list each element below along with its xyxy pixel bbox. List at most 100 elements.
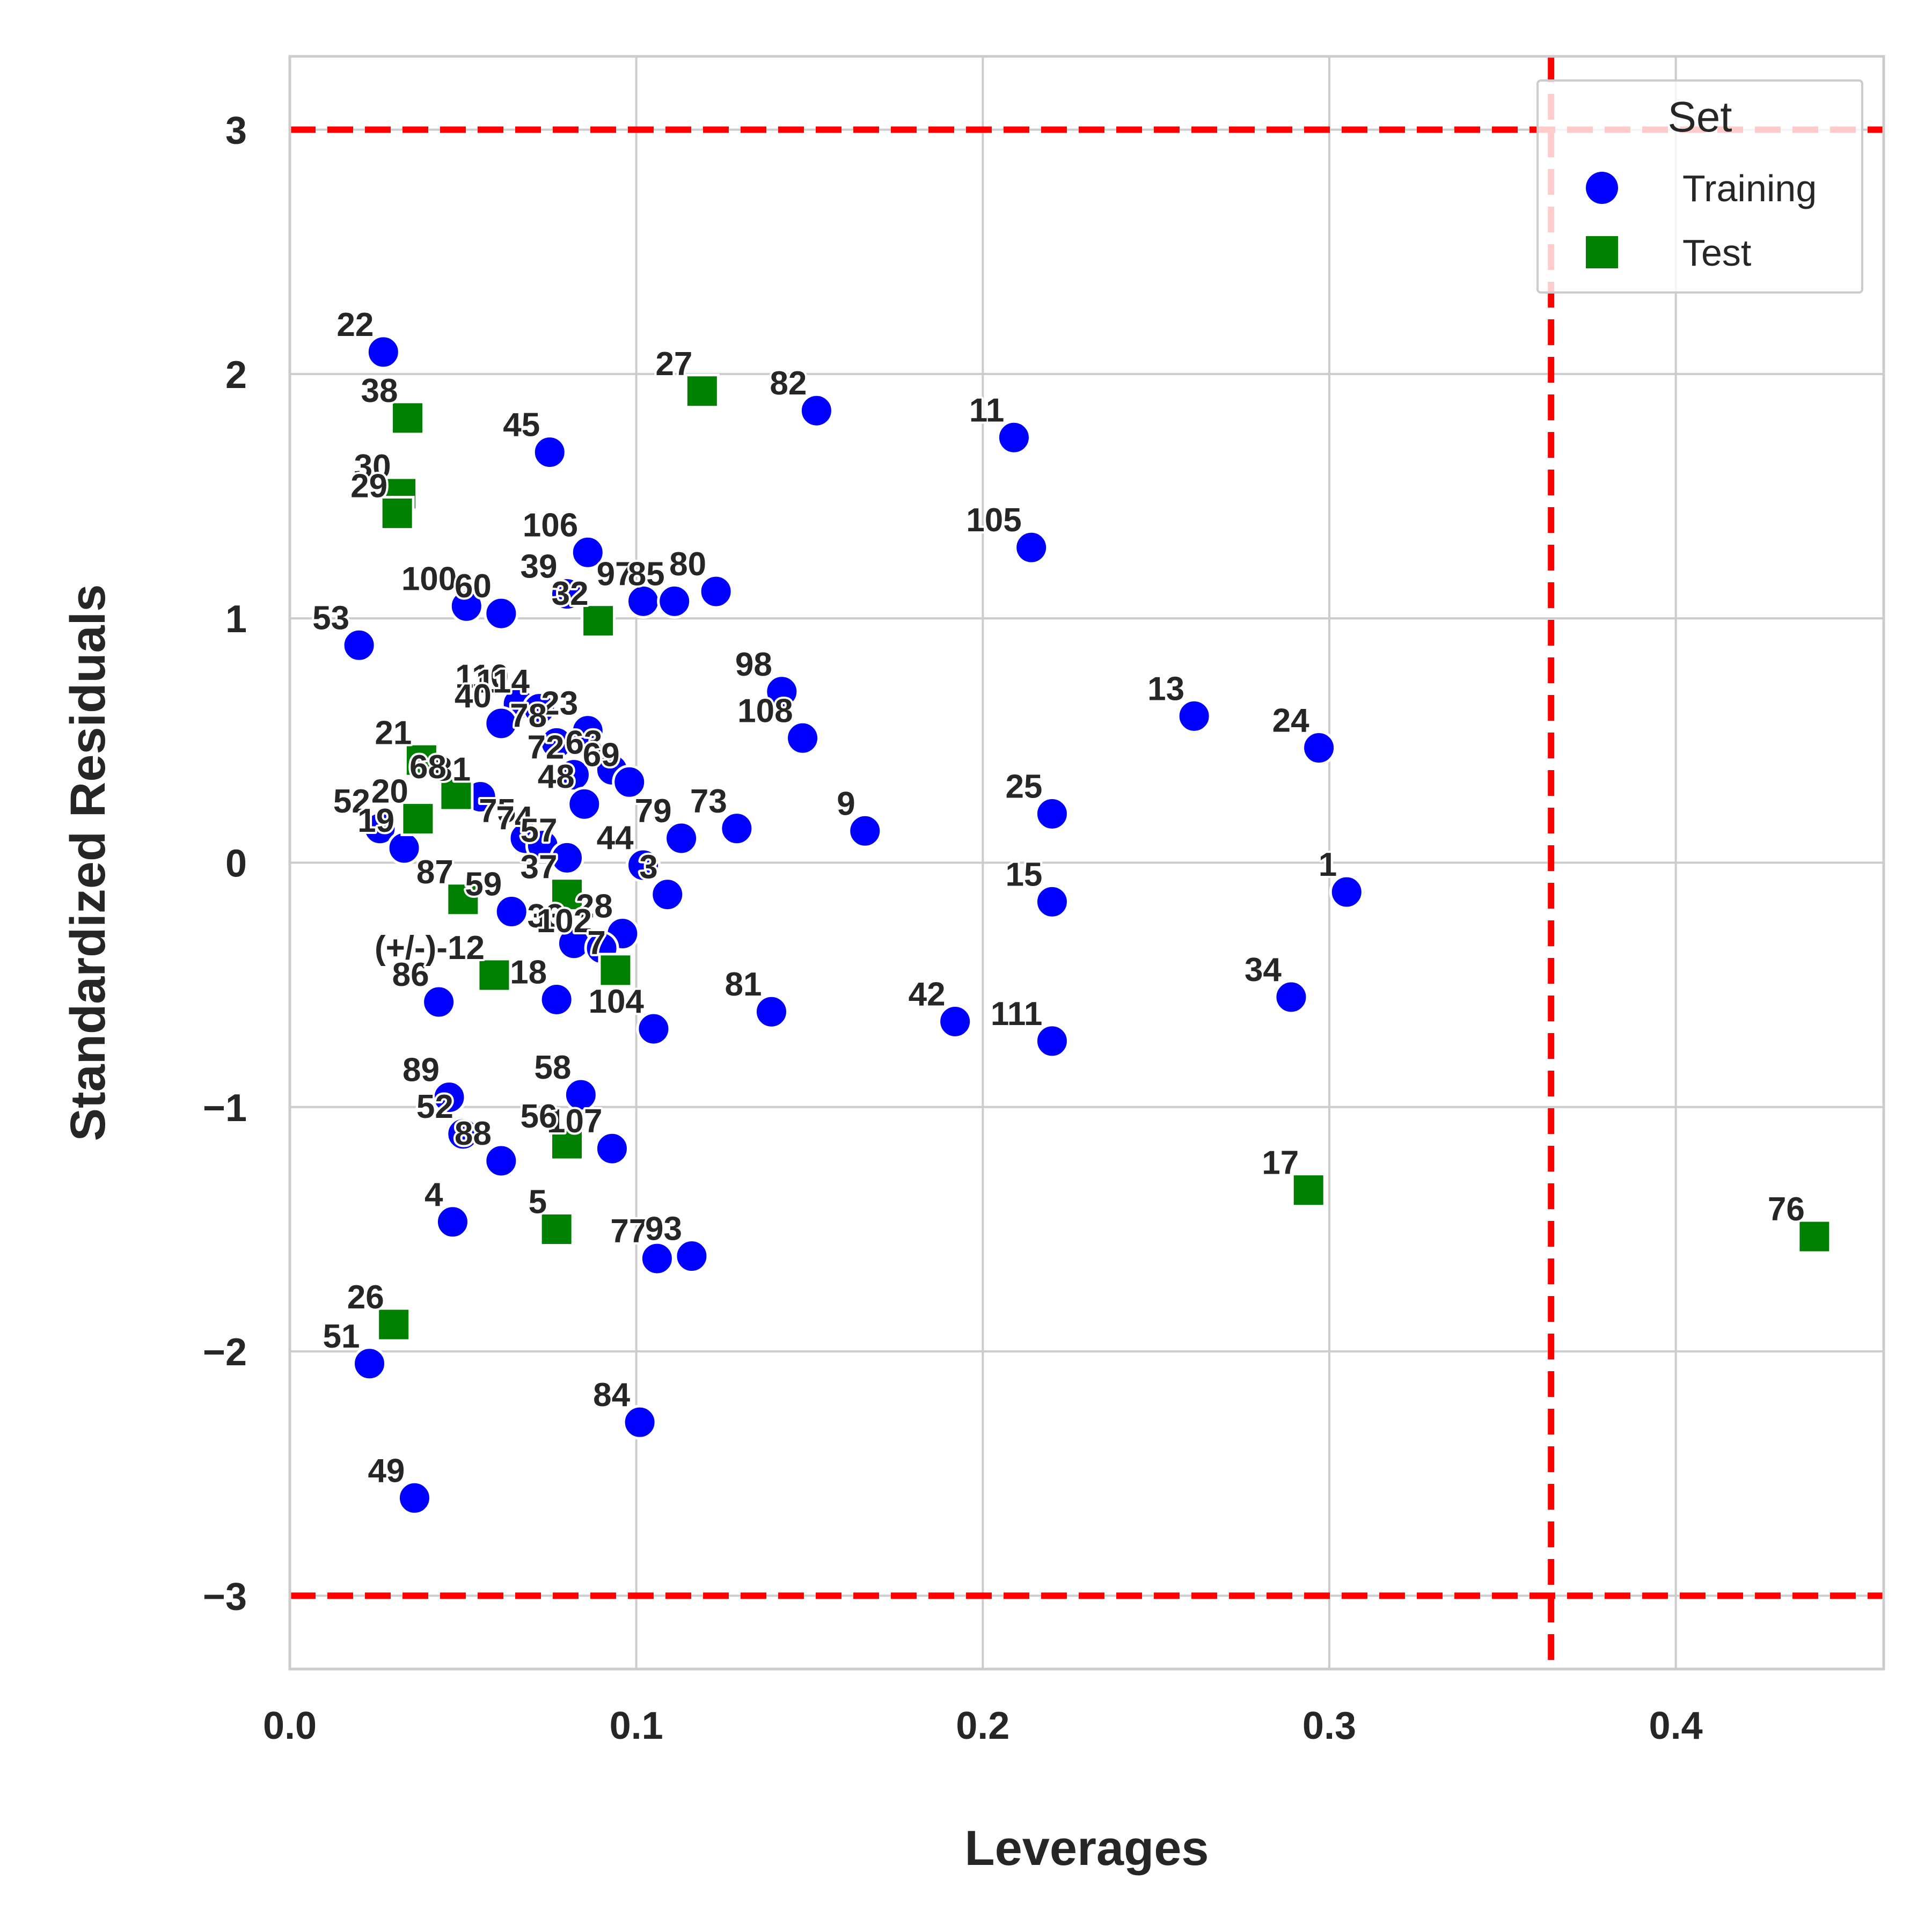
point-label: 42 (909, 976, 946, 1013)
training-point (484, 1143, 519, 1179)
training-point (847, 813, 883, 848)
point-label: 80 (669, 546, 706, 583)
point-label: 100 (401, 560, 457, 597)
point-label: 32 (552, 575, 589, 612)
y-axis-label: Standardized Residuals (61, 584, 115, 1141)
point-label: 22 (336, 306, 374, 343)
test-point (379, 495, 415, 531)
training-point (1176, 698, 1212, 734)
point-label: 4 (425, 1176, 443, 1213)
training-point (719, 811, 755, 846)
point-label: 110 (455, 658, 509, 696)
point-label: 68 (409, 749, 447, 786)
training-point (1034, 796, 1070, 831)
point-label: 85 (628, 555, 665, 592)
test-point (598, 953, 633, 988)
point-label: 52 (416, 1088, 453, 1125)
training-point (639, 1241, 675, 1276)
legend-title: Set (1667, 93, 1732, 141)
point-label: 1 (1319, 846, 1337, 883)
training-point (626, 847, 661, 883)
x-tick-label: 0.0 (263, 1704, 317, 1747)
training-point (622, 1404, 657, 1440)
training-point (550, 576, 585, 612)
point-label: 77 (610, 1213, 647, 1250)
test-point (581, 603, 616, 639)
training-point (636, 1011, 671, 1046)
point-label: 15 (1005, 856, 1042, 893)
test-legend-marker (1586, 236, 1618, 268)
training-point (362, 811, 398, 846)
point-label: 33 (527, 898, 564, 935)
point-label: 44 (597, 819, 634, 857)
training-point (570, 535, 605, 570)
point-label: 37 (521, 849, 558, 886)
point-label: 30 (354, 448, 391, 485)
x-axis-ticks: 0.0 0.1 0.2 0.3 0.4 (263, 1704, 1703, 1747)
point-label: 82 (770, 365, 807, 402)
point-label: 89 (402, 1052, 440, 1089)
point-label: 58 (534, 1049, 571, 1086)
point-label: 29 (350, 467, 387, 504)
test-point (404, 742, 439, 778)
y-tick-label: 0 (225, 843, 247, 885)
test-point (400, 801, 436, 837)
training-point (563, 1077, 598, 1113)
point-label: 75 (479, 793, 516, 830)
point-label: 48 (538, 758, 575, 795)
training-point (484, 706, 519, 741)
point-label: (+/-)-12 (375, 930, 485, 967)
point-label: 88 (455, 1115, 492, 1152)
point-label: 49 (368, 1452, 405, 1489)
training-point (341, 627, 377, 663)
point-label: 102 (537, 903, 592, 940)
point-label: 27 (655, 346, 692, 383)
test-point (550, 877, 585, 912)
training-point (785, 720, 821, 756)
point-label: 84 (593, 1377, 630, 1414)
training-point (657, 583, 692, 619)
point-label: 81 (434, 751, 471, 788)
legend-box (1536, 79, 1863, 294)
training-point (449, 588, 484, 624)
training-point (445, 1116, 481, 1152)
point-label: 51 (323, 1318, 360, 1355)
training-point (996, 420, 1031, 455)
point-label: 63 (565, 724, 602, 761)
y-tick-label: 2 (225, 354, 247, 397)
test-point (445, 882, 481, 917)
training-point (753, 994, 789, 1029)
y-tick-label: −2 (203, 1331, 247, 1374)
point-label: 7 (587, 925, 605, 962)
training-point (1014, 530, 1049, 565)
point-label: 74 (496, 800, 533, 837)
point-label: 53 (312, 599, 349, 636)
test-point (550, 1126, 585, 1161)
plot-frame (288, 55, 1885, 1671)
point-label: 20 (371, 773, 408, 810)
point-label: 87 (416, 854, 453, 891)
legend-entry-label: Training (1682, 167, 1817, 209)
y-tick-label: −3 (203, 1575, 247, 1618)
point-label: 78 (510, 697, 547, 734)
test-point (477, 957, 512, 993)
training-point (938, 1004, 973, 1039)
test-point (376, 1307, 412, 1342)
legend-entries: Training Test (1586, 167, 1817, 274)
training-point (1034, 1023, 1070, 1059)
point-label: 26 (347, 1279, 384, 1316)
y-tick-label: 3 (225, 109, 247, 152)
training-point (522, 691, 557, 727)
training-point (532, 435, 567, 470)
point-label: 19 (357, 802, 394, 839)
point-label: 5 (529, 1183, 547, 1220)
training-point (397, 1480, 432, 1516)
training-point (650, 877, 685, 912)
training-point (664, 821, 699, 856)
training-point (698, 574, 734, 609)
point-label: 28 (576, 888, 613, 925)
point-label: 86 (392, 956, 429, 993)
